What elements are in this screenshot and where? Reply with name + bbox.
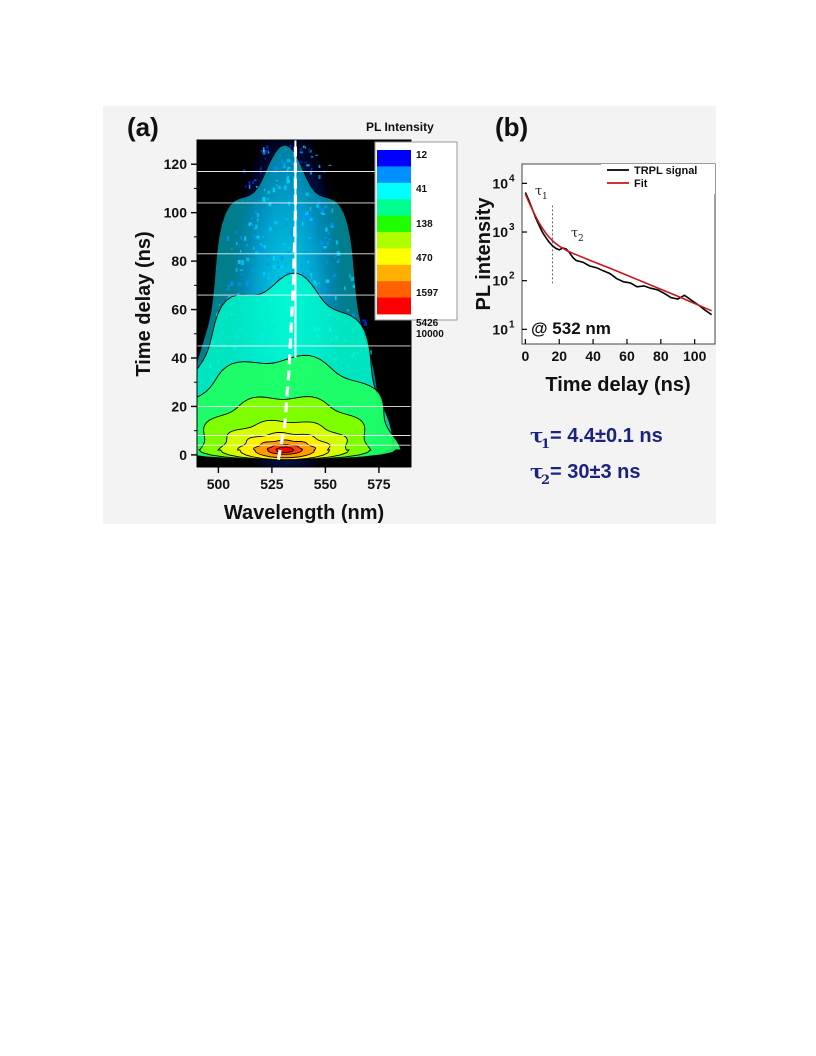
legend-entry-b: Fit (634, 178, 648, 190)
panel-a-label: (a) (127, 112, 159, 142)
y-tick-label-a: 0 (179, 447, 187, 463)
x-tick-label-b: 20 (551, 348, 567, 364)
lifetime-result: τ1 = 4.4±0.1 ns (530, 423, 663, 452)
y-tick-label-a: 80 (171, 253, 187, 269)
peak-shift-dashed-line (276, 144, 297, 460)
colorbar-swatch (377, 199, 411, 216)
x-axis-title-b: Time delay (ns) (545, 374, 690, 396)
x-tick-label-b: 60 (619, 348, 635, 364)
colorbar-swatch (377, 232, 411, 249)
result-tau-symbol: τ (530, 459, 543, 483)
colorbar-swatch (377, 264, 411, 282)
x-tick-label-b: 100 (683, 348, 707, 364)
decay-plot (524, 192, 713, 316)
y-axis-title-a: Time delay (ns) (133, 231, 155, 376)
x-axis-title-a: Wavelength (nm) (224, 502, 384, 524)
y-tick-label-a: 40 (171, 350, 187, 366)
colorbar-swatch (377, 182, 411, 200)
figure-panel: (a) (b) 0 20 40 60 80 100 120 500 525 550 575 Time… (103, 106, 716, 524)
colorbar-title: PL Intensity (366, 120, 434, 134)
y-tick-label-b: 10 (492, 224, 508, 240)
tau-symbol: τ (571, 226, 578, 241)
result-tau-subscript: 2 (541, 473, 550, 488)
axis-a: 0 20 40 60 80 100 120 500 525 550 575 (164, 139, 412, 492)
y-tick-exponent-b: 2 (509, 271, 515, 282)
y-tick-exponent-b: 3 (509, 222, 515, 233)
series-line-trpl (524, 192, 713, 316)
y-tick-label-a: 20 (171, 398, 187, 414)
tau-subscript: 2 (578, 234, 584, 244)
colorbar-swatch (377, 150, 411, 167)
y-tick-exponent-b: 1 (509, 319, 515, 330)
y-tick-label-a: 120 (164, 156, 188, 172)
tau-symbol: τ (535, 184, 542, 199)
x-tick-label-a: 550 (314, 476, 338, 492)
y-tick-label-b: 10 (492, 321, 508, 337)
legend-box-b (601, 164, 715, 194)
result-value: = 30±3 ns (550, 461, 640, 483)
excitation-label: @ 532 nm (531, 319, 611, 338)
y-tick-label-b: 10 (492, 175, 508, 191)
y-tick-exponent-b: 4 (509, 173, 515, 184)
colorbar-swatch (377, 297, 411, 315)
colorbar-level-label: 470 (416, 253, 433, 264)
colorbar-level-label: 10000 (416, 329, 444, 340)
x-tick-label-b: 40 (585, 348, 601, 364)
lifetime-result: τ2 = 30±3 ns (530, 459, 640, 488)
heatmap-contours (197, 140, 411, 467)
colorbar-level-label: 1597 (416, 288, 439, 299)
result-tau-subscript: 1 (541, 437, 550, 452)
series-line-fit (524, 193, 712, 312)
x-tick-label-a: 525 (260, 476, 284, 492)
x-tick-label-a: 575 (367, 476, 391, 492)
y-tick-label-b: 10 (492, 273, 508, 289)
colorbar-swatch (377, 215, 411, 233)
y-axis-title-b: PL intensity (473, 197, 495, 311)
colorbar-level-label: 5426 (416, 318, 439, 329)
y-tick-label-a: 100 (164, 205, 188, 221)
tau-subscript: 1 (542, 192, 548, 202)
colorbar-level-label: 41 (416, 184, 428, 195)
x-tick-label-b: 0 (521, 348, 529, 364)
y-tick-label-a: 60 (171, 302, 187, 318)
panel-b-label: (b) (495, 112, 528, 142)
colorbar-level-label: 12 (416, 150, 428, 161)
result-value: = 4.4±0.1 ns (550, 425, 663, 447)
colorbar-level-label: 138 (416, 219, 433, 230)
legend-entry-b: TRPL signal (634, 165, 697, 177)
colorbar-swatch (377, 166, 411, 184)
x-tick-label-b: 80 (653, 348, 669, 364)
result-tau-symbol: τ (530, 423, 543, 447)
x-tick-label-a: 500 (207, 476, 231, 492)
colorbar-swatch (377, 248, 411, 266)
colorbar-swatch (377, 281, 411, 298)
